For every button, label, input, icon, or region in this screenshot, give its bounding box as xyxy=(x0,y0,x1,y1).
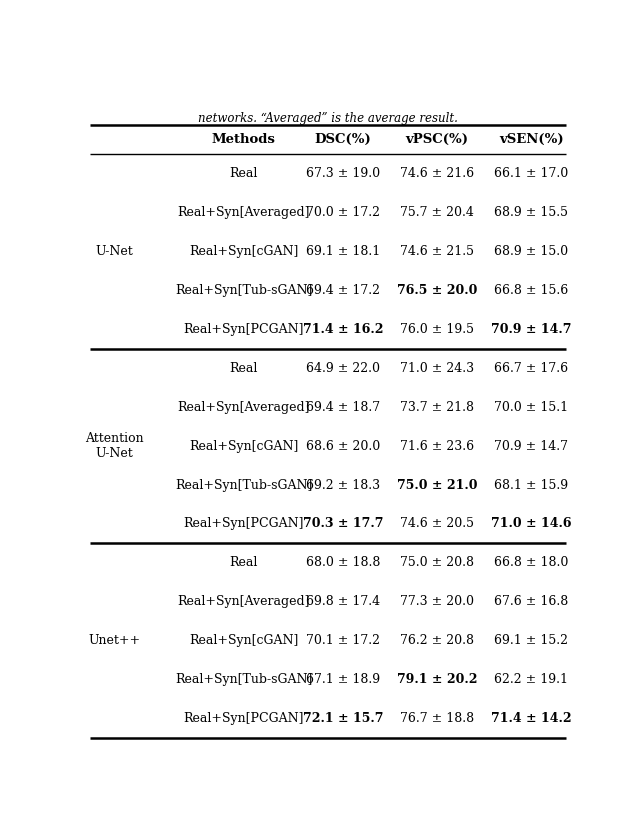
Text: 67.3 ± 19.0: 67.3 ± 19.0 xyxy=(306,167,380,180)
Text: 68.9 ± 15.0: 68.9 ± 15.0 xyxy=(494,245,568,258)
Text: 71.4 ± 14.2: 71.4 ± 14.2 xyxy=(491,712,572,725)
Text: 70.1 ± 17.2: 70.1 ± 17.2 xyxy=(306,634,380,647)
Text: 74.6 ± 20.5: 74.6 ± 20.5 xyxy=(400,517,474,530)
Text: 75.7 ± 20.4: 75.7 ± 20.4 xyxy=(400,206,474,219)
Text: 66.7 ± 17.6: 66.7 ± 17.6 xyxy=(494,362,568,375)
Text: 73.7 ± 21.8: 73.7 ± 21.8 xyxy=(400,401,474,414)
Text: 75.0 ± 21.0: 75.0 ± 21.0 xyxy=(397,478,477,492)
Text: Real+Syn[Tub-sGAN]: Real+Syn[Tub-sGAN] xyxy=(175,478,312,492)
Text: 76.7 ± 18.8: 76.7 ± 18.8 xyxy=(400,712,474,725)
Text: 79.1 ± 20.2: 79.1 ± 20.2 xyxy=(397,673,477,686)
Text: Real: Real xyxy=(230,556,258,569)
Text: Real+Syn[PCGAN]: Real+Syn[PCGAN] xyxy=(184,712,304,725)
Text: DSC(%): DSC(%) xyxy=(314,133,371,146)
Text: 71.0 ± 24.3: 71.0 ± 24.3 xyxy=(400,362,474,375)
Text: Real+Syn[Tub-sGAN]: Real+Syn[Tub-sGAN] xyxy=(175,284,312,297)
Text: Real+Syn[PCGAN]: Real+Syn[PCGAN] xyxy=(184,517,304,530)
Text: 70.9 ± 14.7: 70.9 ± 14.7 xyxy=(494,440,568,453)
Text: 62.2 ± 19.1: 62.2 ± 19.1 xyxy=(494,673,568,686)
Text: Real+Syn[cGAN]: Real+Syn[cGAN] xyxy=(189,440,298,453)
Text: 68.1 ± 15.9: 68.1 ± 15.9 xyxy=(494,478,568,492)
Text: 74.6 ± 21.5: 74.6 ± 21.5 xyxy=(400,245,474,258)
Text: 69.1 ± 18.1: 69.1 ± 18.1 xyxy=(306,245,380,258)
Text: 66.1 ± 17.0: 66.1 ± 17.0 xyxy=(494,167,568,180)
Text: Real+Syn[cGAN]: Real+Syn[cGAN] xyxy=(189,634,298,647)
Text: 76.5 ± 20.0: 76.5 ± 20.0 xyxy=(397,284,477,297)
Text: 69.4 ± 18.7: 69.4 ± 18.7 xyxy=(306,401,380,414)
Text: 69.2 ± 18.3: 69.2 ± 18.3 xyxy=(306,478,380,492)
Text: 71.6 ± 23.6: 71.6 ± 23.6 xyxy=(400,440,474,453)
Text: Real+Syn[cGAN]: Real+Syn[cGAN] xyxy=(189,245,298,258)
Text: Methods: Methods xyxy=(212,133,276,146)
Text: 76.0 ± 19.5: 76.0 ± 19.5 xyxy=(400,323,474,336)
Text: Real+Syn[Averaged]: Real+Syn[Averaged] xyxy=(177,595,310,608)
Text: 69.4 ± 17.2: 69.4 ± 17.2 xyxy=(306,284,380,297)
Text: 69.1 ± 15.2: 69.1 ± 15.2 xyxy=(494,634,568,647)
Text: Real+Syn[PCGAN]: Real+Syn[PCGAN] xyxy=(184,323,304,336)
Text: 68.9 ± 15.5: 68.9 ± 15.5 xyxy=(494,206,568,219)
Text: Attention
U-Net: Attention U-Net xyxy=(85,432,144,460)
Text: 68.0 ± 18.8: 68.0 ± 18.8 xyxy=(306,556,380,569)
Text: U-Net: U-Net xyxy=(96,245,134,258)
Text: vPSC(%): vPSC(%) xyxy=(406,133,468,146)
Text: 74.6 ± 21.6: 74.6 ± 21.6 xyxy=(400,167,474,180)
Text: 70.0 ± 15.1: 70.0 ± 15.1 xyxy=(494,401,568,414)
Text: 70.9 ± 14.7: 70.9 ± 14.7 xyxy=(491,323,572,336)
Text: 66.8 ± 18.0: 66.8 ± 18.0 xyxy=(494,556,568,569)
Text: 76.2 ± 20.8: 76.2 ± 20.8 xyxy=(400,634,474,647)
Text: 72.1 ± 15.7: 72.1 ± 15.7 xyxy=(303,712,383,725)
Text: Real+Syn[Averaged]: Real+Syn[Averaged] xyxy=(177,206,310,219)
Text: 71.0 ± 14.6: 71.0 ± 14.6 xyxy=(491,517,572,530)
Text: Unet++: Unet++ xyxy=(89,634,141,647)
Text: 77.3 ± 20.0: 77.3 ± 20.0 xyxy=(400,595,474,608)
Text: 66.8 ± 15.6: 66.8 ± 15.6 xyxy=(494,284,568,297)
Text: vSEN(%): vSEN(%) xyxy=(499,133,564,146)
Text: Real+Syn[Tub-sGAN]: Real+Syn[Tub-sGAN] xyxy=(175,673,312,686)
Text: Real: Real xyxy=(230,167,258,180)
Text: networks. “Averaged” is the average result.: networks. “Averaged” is the average resu… xyxy=(198,111,458,125)
Text: 70.0 ± 17.2: 70.0 ± 17.2 xyxy=(306,206,380,219)
Text: 71.4 ± 16.2: 71.4 ± 16.2 xyxy=(303,323,383,336)
Text: 67.6 ± 16.8: 67.6 ± 16.8 xyxy=(494,595,568,608)
Text: 75.0 ± 20.8: 75.0 ± 20.8 xyxy=(400,556,474,569)
Text: Real+Syn[Averaged]: Real+Syn[Averaged] xyxy=(177,401,310,414)
Text: 68.6 ± 20.0: 68.6 ± 20.0 xyxy=(306,440,380,453)
Text: 64.9 ± 22.0: 64.9 ± 22.0 xyxy=(306,362,380,375)
Text: 69.8 ± 17.4: 69.8 ± 17.4 xyxy=(306,595,380,608)
Text: 67.1 ± 18.9: 67.1 ± 18.9 xyxy=(306,673,380,686)
Text: Real: Real xyxy=(230,362,258,375)
Text: 70.3 ± 17.7: 70.3 ± 17.7 xyxy=(303,517,383,530)
